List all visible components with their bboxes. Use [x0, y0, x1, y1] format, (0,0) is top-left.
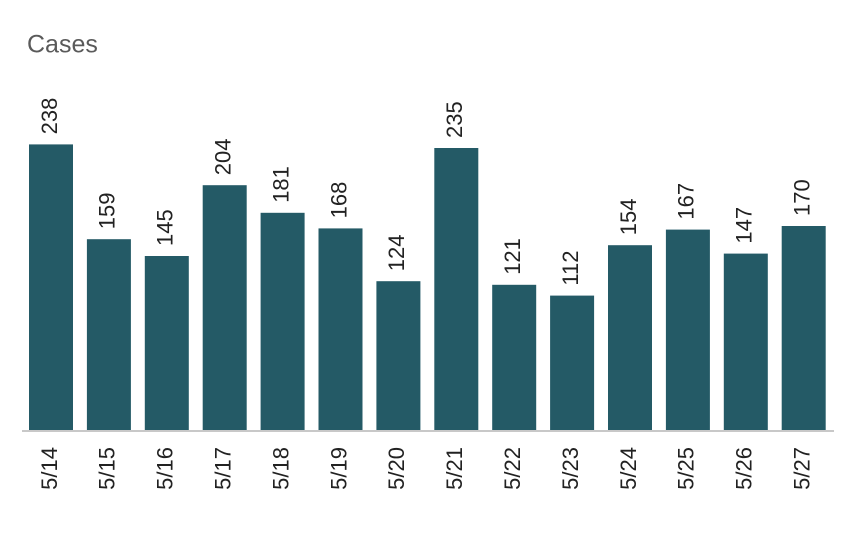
value-label: 154: [616, 198, 641, 235]
bar: [376, 281, 421, 430]
value-label: 170: [790, 179, 815, 216]
x-tick-label: 5/18: [268, 447, 293, 490]
value-label: 145: [153, 209, 178, 246]
bar: [608, 245, 652, 430]
value-label: 204: [211, 138, 236, 175]
x-tick-label: 5/25: [674, 447, 699, 490]
bar: [144, 256, 189, 430]
bar: [260, 212, 305, 430]
value-label: 121: [500, 238, 525, 275]
bar: [781, 226, 826, 430]
value-label: 181: [268, 166, 293, 203]
bar: [665, 229, 710, 430]
x-tick-label: 5/15: [95, 447, 120, 490]
x-tick-label: 5/22: [500, 447, 525, 490]
bar: [202, 185, 247, 430]
value-label: 112: [558, 251, 583, 286]
x-tick-label: 5/19: [326, 447, 351, 490]
bar: [434, 148, 479, 430]
bar: [29, 144, 73, 430]
bar: [550, 295, 595, 430]
x-tick-label: 5/26: [732, 447, 757, 490]
x-tick-label: 5/16: [153, 447, 178, 490]
x-tick-label: 5/24: [616, 447, 641, 490]
bar: [318, 228, 363, 430]
x-tick-label: 5/21: [442, 447, 467, 490]
x-tick-label: 5/27: [790, 447, 815, 490]
value-label: 168: [326, 182, 351, 219]
x-tick-label: 5/23: [558, 447, 583, 490]
value-label: 167: [674, 183, 699, 220]
value-label: 235: [442, 101, 467, 138]
x-tick-label: 5/20: [384, 447, 409, 490]
x-tick-label: 5/17: [211, 447, 236, 490]
value-label: 159: [95, 192, 120, 229]
value-label: 147: [732, 207, 757, 244]
chart-title: Cases: [27, 31, 98, 59]
value-label: 238: [37, 98, 62, 135]
bar: [86, 239, 131, 430]
bar: [492, 284, 537, 430]
value-label: 124: [384, 234, 409, 271]
bar: [723, 253, 768, 430]
x-tick-label: 5/14: [37, 447, 62, 490]
